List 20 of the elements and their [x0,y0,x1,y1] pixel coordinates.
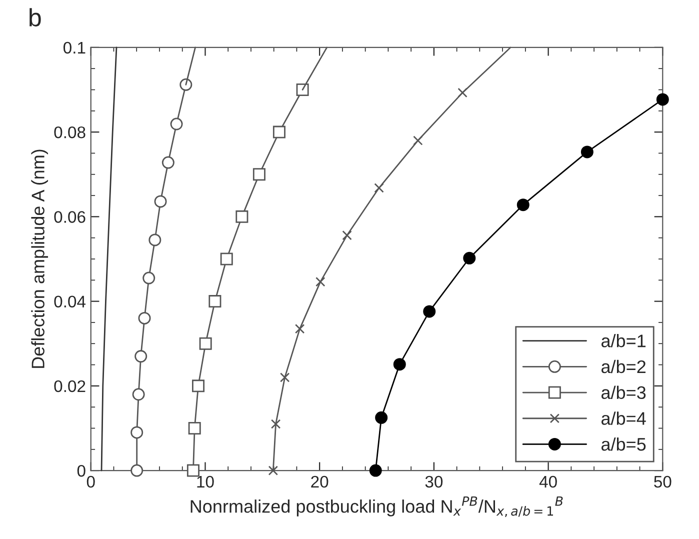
y-tick-label: 0.06 [54,211,86,223]
x-tick-label: 30 [425,476,443,488]
y-tick-label: 0.02 [54,380,86,392]
y-tick-label: 0.04 [54,296,86,308]
y-tick-label: 0.1 [63,42,86,54]
x-tick-label: 0 [86,476,95,488]
chart-title: b [30,8,41,26]
legend-label: a/b=4 [601,412,646,425]
x-tick-label: 10 [197,476,214,488]
x-tick-label: 40 [539,476,557,488]
legend-label: a/b=1 [601,334,646,348]
y-axis-title: Deflection amplitude A (nm) [31,150,48,368]
x-tick-label: 50 [654,476,672,488]
legend-label: a/b=5 [601,437,646,451]
x-axis-title: Nonrmalized postbuckling load N$_{x}$$^{PB}$/N$_{x,a/b=1}$$^{B}$ [190,496,563,518]
legend-label: a/b=2 [601,360,646,374]
legend-label: a/b=3 [601,386,646,400]
y-tick-label: 0 [77,464,86,477]
x-tick-label: 20 [311,476,328,488]
y-tick-label: 0.08 [54,126,86,138]
